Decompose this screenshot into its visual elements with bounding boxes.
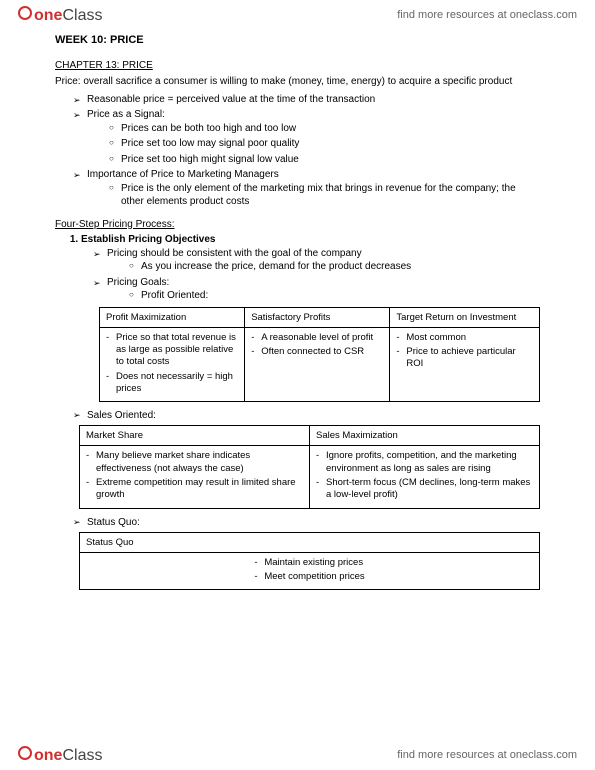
price-definition: Price: overall sacrifice a consumer is w… [55, 75, 540, 89]
logo-text-class: Class [62, 747, 102, 765]
statusquo-table-wrap: Status Quo Maintain existing prices Meet… [55, 532, 540, 591]
bullet-reasonable: Reasonable price = perceived value at th… [73, 93, 540, 107]
status-quo-table: Status Quo Maintain existing prices Meet… [79, 532, 540, 591]
obj-consistent-text: Pricing should be consistent with the go… [107, 248, 362, 259]
obj-goals-text: Pricing Goals: [107, 277, 169, 288]
chapter-heading: CHAPTER 13: PRICE [55, 60, 540, 71]
t1-cell: Price to achieve particular ROI [396, 346, 533, 371]
logo-circle-icon [18, 746, 32, 760]
fourstep-label: Four-Step Pricing Process: [55, 219, 175, 230]
obj-consistent: Pricing should be consistent with the go… [93, 247, 540, 274]
page-title: WEEK 10: PRICE [55, 34, 540, 46]
header-tagline: find more resources at oneclass.com [397, 9, 577, 21]
logo-circle-icon [18, 6, 32, 20]
fourstep-heading: Four-Step Pricing Process: [55, 219, 540, 230]
document-body: WEEK 10: PRICE CHAPTER 13: PRICE Price: … [55, 34, 540, 736]
bullet-importance: Importance of Price to Marketing Manager… [73, 168, 540, 209]
logo-text-one: one [34, 7, 62, 25]
t1-h2: Satisfactory Profits [251, 312, 330, 323]
profit-oriented-table: Profit Maximization Satisfactory Profits… [99, 307, 540, 403]
t2-cell: Short-term focus (CM declines, long-term… [316, 477, 533, 502]
t2-cell: Ignore profits, competition, and the mar… [316, 450, 533, 475]
sales-oriented-table: Market Share Sales Maximization Many bel… [79, 425, 540, 508]
signal-label: Price as a Signal: [87, 109, 165, 120]
t1-cell: Most common [396, 332, 533, 344]
t2-h2: Sales Maximization [316, 430, 398, 441]
profit-oriented-label: Profit Oriented: [129, 289, 540, 303]
step-list: Establish Pricing Objectives [55, 234, 540, 245]
step-one: Establish Pricing Objectives [81, 234, 540, 245]
t1-cell: A reasonable level of profit [251, 332, 383, 344]
obj-sub-item: As you increase the price, demand for th… [129, 260, 540, 274]
t2-cell: Many believe market share indicates effe… [86, 450, 303, 475]
sales-oriented-label: Sales Oriented: [55, 410, 540, 421]
t1-h1: Profit Maximization [106, 312, 186, 323]
bullet-signal: Price as a Signal: Prices can be both to… [73, 108, 540, 166]
signal-sublist: Prices can be both too high and too low … [87, 122, 540, 167]
brand-logo-footer: oneClass [18, 746, 102, 765]
goals-sub: Profit Oriented: [107, 289, 540, 303]
t1-cell: Does not necessarily = high prices [106, 371, 238, 396]
signal-item: Price set too high might signal low valu… [109, 153, 540, 167]
importance-label: Importance of Price to Marketing Manager… [87, 169, 279, 180]
t1-cell: Often connected to CSR [251, 346, 383, 358]
importance-sublist: Price is the only element of the marketi… [87, 182, 540, 209]
sales-table-wrap: Market Share Sales Maximization Many bel… [55, 425, 540, 508]
t1-cell: Price so that total revenue is as large … [106, 332, 238, 369]
obj-goals: Pricing Goals: Profit Oriented: [93, 276, 540, 303]
importance-item: Price is the only element of the marketi… [109, 182, 540, 209]
signal-item: Price set too low may signal poor qualit… [109, 137, 540, 151]
objective-bullets: Pricing should be consistent with the go… [55, 247, 540, 303]
status-quo-label: Status Quo: [55, 517, 540, 528]
logo-text-class: Class [62, 7, 102, 25]
t3-h1: Status Quo [86, 537, 134, 548]
footer-tagline: find more resources at oneclass.com [397, 749, 577, 761]
t2-h1: Market Share [86, 430, 143, 441]
logo-text-one: one [34, 747, 62, 765]
t3-cell: Meet competition prices [254, 571, 364, 583]
main-bullets: Reasonable price = perceived value at th… [55, 93, 540, 209]
profit-table-wrap: Profit Maximization Satisfactory Profits… [55, 307, 540, 403]
t1-h3: Target Return on Investment [396, 312, 516, 323]
obj-sub: As you increase the price, demand for th… [107, 260, 540, 274]
brand-logo: oneClass [18, 6, 102, 25]
signal-item: Prices can be both too high and too low [109, 122, 540, 136]
page-footer: oneClass find more resources at oneclass… [0, 740, 595, 770]
t3-cell: Maintain existing prices [254, 557, 364, 569]
page-header: oneClass find more resources at oneclass… [0, 0, 595, 30]
t2-cell: Extreme competition may result in limite… [86, 477, 303, 502]
